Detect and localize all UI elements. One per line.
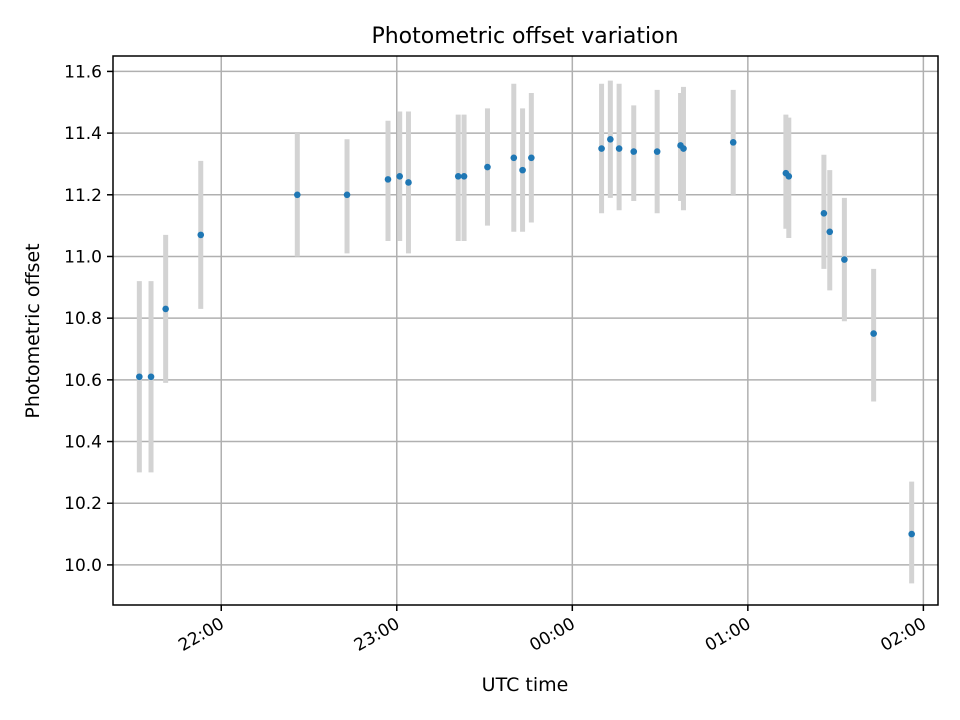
data-point: [607, 135, 614, 143]
x-axis-label: UTC time: [482, 674, 569, 696]
data-point: [510, 154, 518, 162]
y-tick-label: 10.2: [64, 494, 102, 514]
data-point: [197, 231, 205, 239]
data-point: [460, 172, 468, 180]
y-tick-label: 11.4: [64, 124, 102, 144]
data-point: [147, 373, 155, 381]
data-point: [820, 209, 828, 217]
data-point: [908, 530, 915, 538]
data-point: [484, 163, 491, 171]
y-tick-label: 11.2: [64, 186, 102, 206]
y-tick-label: 10.6: [64, 371, 102, 391]
data-point: [343, 191, 351, 199]
y-tick-label: 11.0: [64, 247, 102, 267]
data-point: [826, 228, 834, 236]
data-point: [405, 179, 412, 186]
y-tick-label: 10.0: [64, 556, 102, 576]
y-tick-label: 10.8: [64, 309, 102, 329]
data-point: [294, 191, 301, 199]
grid-layer: [113, 56, 938, 605]
data-point: [653, 148, 661, 155]
data-point: [630, 148, 638, 155]
y-tick-label: 11.6: [64, 62, 102, 82]
data-point: [785, 172, 793, 180]
data-point: [598, 145, 605, 152]
data-point: [454, 172, 462, 180]
data-point-layer: [136, 135, 915, 538]
y-tick-label: 10.4: [64, 433, 102, 453]
data-point: [680, 145, 687, 152]
y-axis-ticks: 10.0 10.2 10.4 10.6 10.8 11.0 11.2 11.4 11.6: [64, 62, 113, 576]
plot-frame: [112, 55, 939, 606]
data-point: [841, 256, 848, 263]
data-point: [519, 166, 526, 174]
data-point: [870, 330, 877, 337]
data-point: [162, 305, 169, 313]
data-point: [384, 176, 392, 183]
data-point: [136, 373, 143, 381]
data-point: [396, 172, 404, 180]
chart-title: Photometric offset variation: [371, 24, 678, 49]
y-axis-label: Photometric offset: [22, 243, 44, 418]
data-point: [528, 154, 535, 162]
data-point: [729, 139, 737, 146]
data-point: [615, 145, 623, 152]
